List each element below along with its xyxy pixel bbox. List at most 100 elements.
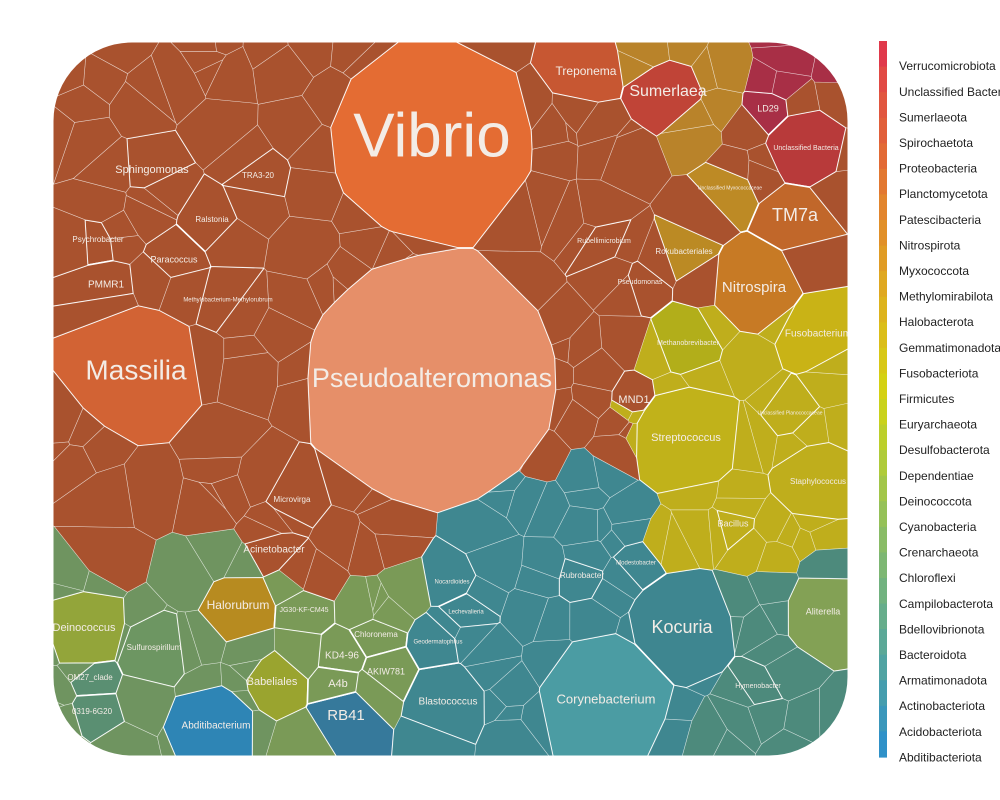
legend-swatch-crenarchaeota [879,526,887,554]
treemap-cell [125,186,179,221]
label-sphingomonas: Sphingomonas [115,164,189,176]
treemap-frame [50,39,851,759]
label-methylobacterium-methylorubrum: Methylobacterium-Methylorubrum [183,298,272,304]
label-unclassified-planococcaceae: Unclassified Planococcaceae [757,410,822,416]
legend-swatch-bacteroidota [879,629,887,656]
legend-swatch-myxococcota [879,245,887,272]
treemap-cell [372,596,416,634]
treemap-cell [184,609,227,666]
treemap-cell [734,604,778,657]
treemap-cell [228,659,262,681]
treemap-cell [747,159,786,204]
legend-swatch-euryarchaeota [879,399,887,426]
legend-label-desulfobacterota: Desulfobacterota [899,443,990,457]
label-vibrio: Vibrio [353,101,510,170]
legend-label-deinococcota: Deinococcota [899,494,972,508]
treemap-labels: Vibrio Pseudoalteromonas Massilia Sphingomo… [53,64,849,732]
legend-label-myxococcota: Myxococcota [899,264,969,278]
treemap-cell [202,124,274,185]
label-pseudoalteromonas: Pseudoalteromonas [312,363,552,393]
legend-label-proteobacteria: Proteobacteria [899,162,977,176]
treemap-cell [771,432,808,469]
legend-swatch-actinobacteriota [879,680,887,707]
treemap-cell [531,102,569,150]
treemap-cell [796,547,849,579]
legend-label-sumerlaeota: Sumerlaeota [899,110,967,124]
legend-swatch-acidobacteriota [879,705,887,733]
label-rubrobacter: Rubrobacter [560,571,604,580]
treemap-cell [252,709,277,757]
treemap-cell [365,574,382,611]
treemap-cell [540,178,585,262]
legend-swatch-desulfobacterota [879,424,887,451]
label-streptococcus: Streptococcus [651,432,721,444]
treemap-cell [158,267,211,327]
treemap-cell [666,41,710,67]
treemap-cell [52,293,139,339]
treemap-cell [706,41,754,94]
treemap-cell [266,270,323,331]
label-massilia: Massilia [85,354,187,385]
legend-swatch-halobacterota [879,296,887,323]
label-sumerlaea: Sumerlaea [629,83,706,100]
label-ld29: LD29 [757,103,779,113]
label-modestobacter: Modestobacter [616,561,656,567]
legend-label-spirochaetota: Spirochaetota [899,136,973,150]
treemap-cell [555,447,600,494]
treemap-cell [791,513,839,533]
legend-swatch-chloroflexi [879,552,887,579]
label-psychrobacter: Psychrobacter [72,235,123,244]
legend-label-halobacterota: Halobacterota [899,315,974,329]
label-rubellimicrobium: Rubellimicrobium [577,238,631,245]
legend-label-unclassified-bacteria: Unclassified Bacteria [899,85,1000,99]
treemap-cell [156,726,177,757]
treemap-cell [466,574,509,617]
treemap-cell [52,641,60,666]
treemap-cell [464,655,523,692]
treemap-cell [284,167,344,222]
treemap-cell [262,569,304,607]
treemap-cell [454,41,536,73]
label-pseudomonas: Pseudomonas [618,279,663,286]
treemap-cell [355,669,404,730]
legend-swatch-cyanobacteria [879,501,887,528]
legend-label-cyanobacteria: Cyanobacteria [899,520,977,534]
legend-swatch-fusobacteriota [879,347,887,375]
treemap-cell [374,533,434,570]
legend-label-campilobacterota: Campilobacterota [899,597,993,611]
legend-swatch-deinococcota [879,475,887,502]
label-abditibacterium: Abditibacterium [182,721,251,732]
treemap-cell [637,217,677,289]
treemap-cell [611,518,652,547]
label-pmmr1: PMMR1 [88,280,125,291]
treemap-cell [592,274,642,317]
legend-swatch-patescibacteria [879,194,887,221]
treemap-cell [652,371,690,396]
label-nocardioides: Nocardioides [434,580,469,586]
legend-label-acidobacteriota: Acidobacteriota [899,725,982,739]
legend-swatch-bdellovibrionota [879,603,887,630]
legend-swatch-firmicutes [879,373,887,400]
treemap-cell [198,481,227,510]
label-unclassified-myxococcaceae: Unclassified Myxococcaceae [698,185,762,191]
treemap-cell [52,736,91,757]
treemap-cell [615,611,636,645]
label-paracoccus: Paracoccus [150,254,198,264]
treemap-cell [685,671,724,697]
treemap-cell [52,463,135,528]
legend-swatch-sumerlaeota [879,92,887,119]
treemap-cell [614,41,670,68]
treemap-cell [205,218,269,269]
legend-label-fusobacteriota: Fusobacteriota [899,366,979,380]
treemap-cell [719,331,783,401]
label-rb41: RB41 [327,707,365,724]
treemap-cell [205,46,258,104]
legend-swatch-unclassified-bacteria [879,66,887,93]
legend-label-firmicutes: Firmicutes [899,392,954,406]
label-chloronema: Chloronema [354,630,398,639]
legend-swatch-nitrospirota [879,220,887,247]
treemap-cell [273,627,322,680]
treemap-cell [625,422,638,459]
legend-label-nitrospirota: Nitrospirota [899,238,961,252]
label-geodermatophilus: Geodermatophilus [413,640,462,646]
